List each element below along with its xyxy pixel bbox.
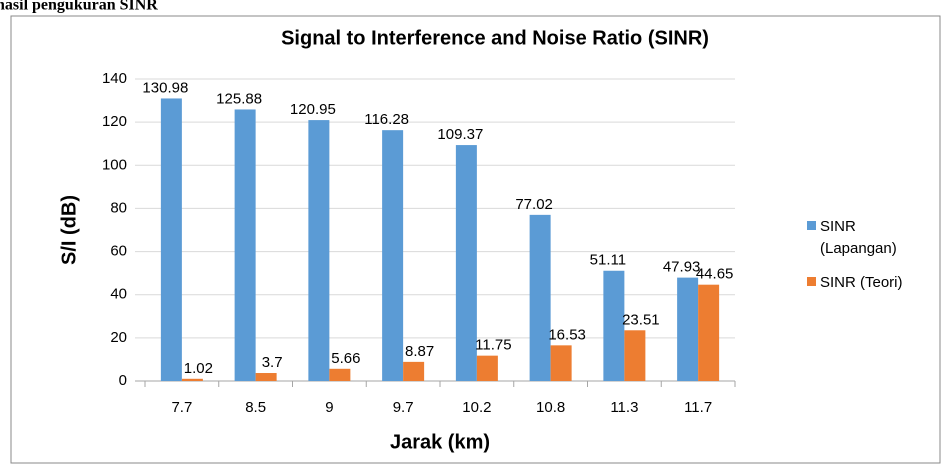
x-tick-label: 7.7 — [171, 399, 192, 416]
y-tick-label: 0 — [119, 372, 127, 389]
data-label: 8.87 — [405, 343, 434, 360]
y-tick-label: 100 — [102, 156, 127, 173]
y-tick-label: 80 — [110, 199, 127, 216]
bar — [234, 109, 256, 381]
chart-title: Signal to Interference and Noise Ratio (… — [281, 27, 709, 49]
data-label: 1.02 — [184, 360, 213, 377]
bar — [698, 284, 720, 381]
x-tick-label: 10.8 — [536, 399, 565, 416]
caption: hasil pengukuran SINR — [0, 0, 158, 14]
legend-swatch — [807, 277, 816, 286]
bar — [677, 277, 699, 381]
y-axis-label: S/I (dB) — [58, 195, 80, 265]
x-tick-label: 10.2 — [462, 399, 491, 416]
data-label: 120.95 — [290, 101, 336, 118]
bar — [603, 270, 625, 381]
legend-label: SINR (Teori) — [820, 274, 903, 291]
data-label: 16.53 — [548, 326, 586, 343]
x-tick-label: 9.7 — [393, 399, 414, 416]
bar — [455, 145, 477, 381]
data-label: 51.11 — [590, 252, 626, 269]
x-tick-label: 8.5 — [245, 399, 266, 416]
x-tick-label: 9 — [325, 399, 333, 416]
y-tick-label: 60 — [110, 243, 127, 260]
data-label: 47.93 — [663, 259, 701, 276]
bar — [308, 120, 330, 382]
y-tick-label: 40 — [110, 286, 127, 303]
bar — [382, 130, 404, 381]
bar — [160, 98, 182, 381]
data-label: 130.98 — [142, 79, 188, 96]
legend-label: SINR (Lapangan) — [820, 218, 897, 257]
bar — [529, 214, 551, 381]
data-label: 11.75 — [475, 337, 511, 354]
data-label: 116.28 — [364, 111, 409, 128]
data-label: 125.88 — [216, 90, 262, 107]
x-axis-label: Jarak (km) — [390, 431, 490, 453]
bar — [476, 355, 498, 381]
x-tick-label: 11.3 — [610, 399, 638, 416]
bar — [329, 368, 351, 381]
bar — [255, 373, 277, 381]
data-label: 5.66 — [331, 350, 360, 367]
data-label: 23.51 — [622, 311, 660, 328]
x-tick-label: 11.7 — [684, 399, 712, 416]
bar — [550, 345, 572, 381]
legend-swatch — [807, 221, 816, 230]
bar — [403, 361, 425, 381]
data-label: 77.02 — [515, 196, 553, 213]
data-label: 3.7 — [262, 354, 283, 371]
legend-entry: SINR (Teori) — [807, 272, 935, 294]
data-label: 44.65 — [696, 266, 734, 283]
y-tick-label: 20 — [110, 329, 127, 346]
bar — [181, 378, 203, 381]
y-tick-label: 120 — [102, 113, 127, 130]
legend-entry: SINR (Lapangan) — [807, 216, 935, 260]
bar — [624, 330, 646, 381]
data-label: 109.37 — [437, 126, 483, 143]
y-tick-label: 140 — [102, 70, 127, 87]
